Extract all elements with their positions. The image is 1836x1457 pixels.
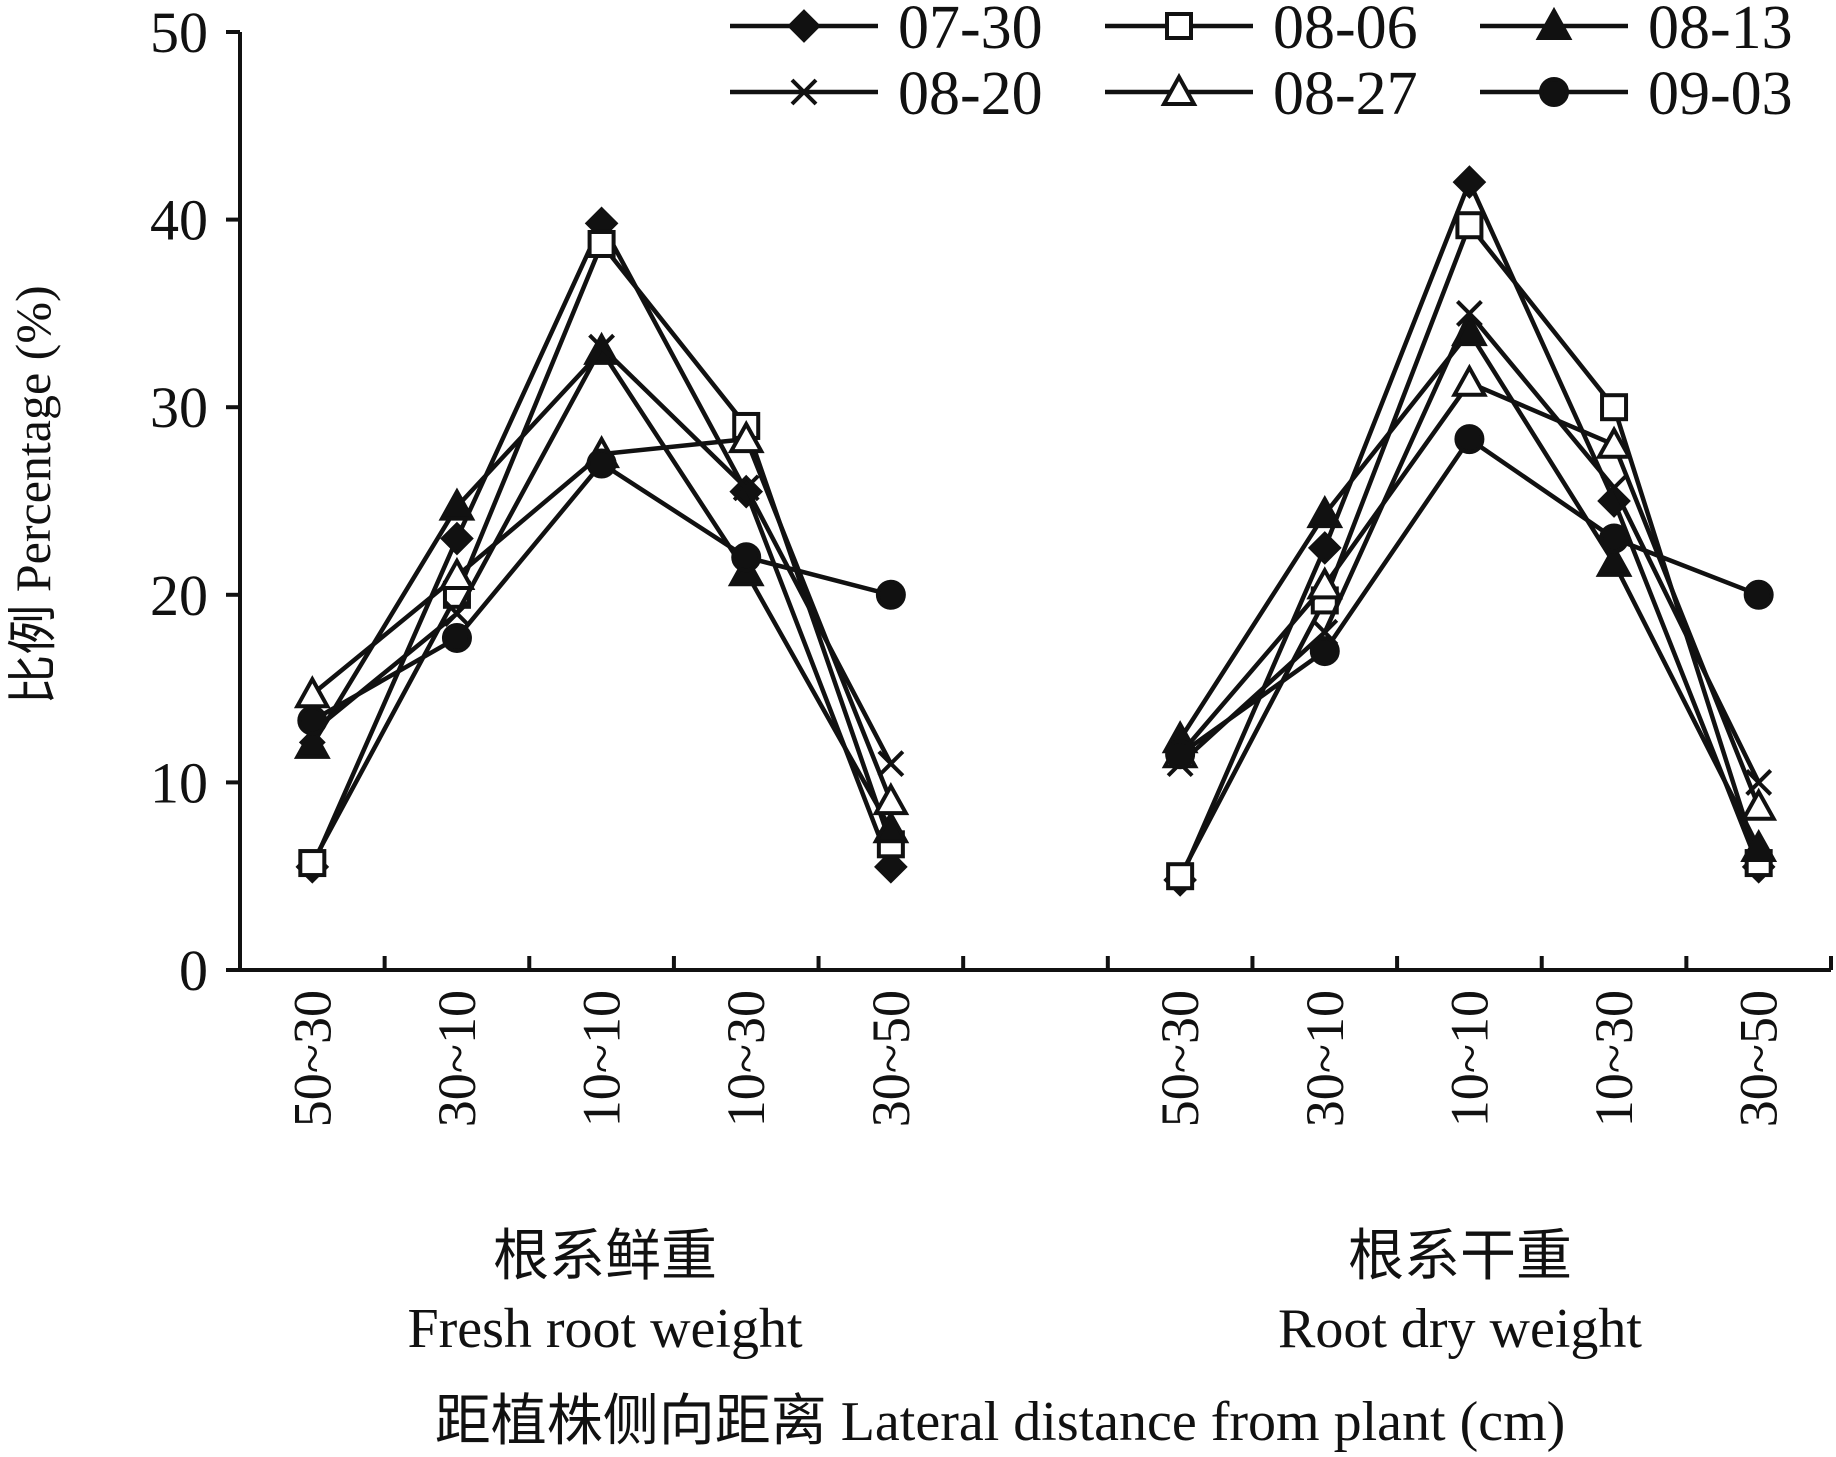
y-axis-label: 比例 Percentage (%) <box>5 285 61 704</box>
legend-label: 07-30 <box>898 0 1043 62</box>
legend-label: 08-06 <box>1273 0 1418 62</box>
legend-label: 09-03 <box>1648 60 1793 128</box>
legend-marker <box>1165 12 1193 40</box>
data-point <box>1740 787 1778 821</box>
data-point <box>1454 424 1485 455</box>
data-point <box>1306 495 1344 529</box>
data-point <box>588 333 616 361</box>
legend-item: 08-20 <box>730 60 1043 128</box>
data-point <box>1595 425 1633 459</box>
data-point <box>1595 543 1633 577</box>
x-tick-label: 30~50 <box>1729 990 1789 1127</box>
legend-marker <box>1160 72 1198 106</box>
data-point <box>875 579 906 610</box>
legend-item: 08-06 <box>1105 0 1418 62</box>
legend-label: 08-13 <box>1648 0 1793 62</box>
data-point <box>1165 739 1196 770</box>
y-tick-label: 50 <box>150 0 208 65</box>
series-line <box>310 436 893 802</box>
legend-marker <box>1539 77 1569 107</box>
data-point <box>874 849 908 884</box>
x-tick-label: 50~30 <box>1150 990 1210 1127</box>
series-08-27 <box>293 363 1778 821</box>
x-tick-label: 10~10 <box>572 990 632 1127</box>
x-tick-label: 50~30 <box>282 990 342 1127</box>
series-07-30 <box>295 165 1776 897</box>
x-axis-label: 距植株侧向距离 Lateral distance from plant (cm) <box>435 1391 1566 1453</box>
data-point <box>872 782 910 816</box>
y-tick-label: 10 <box>150 750 208 815</box>
data-point <box>1306 566 1344 600</box>
group-label-fresh-en: Fresh root weight <box>407 1298 803 1360</box>
legend-item: 08-13 <box>1480 0 1793 62</box>
y-tick-label: 30 <box>150 375 208 440</box>
data-point <box>1599 523 1630 554</box>
legend-item: 08-27 <box>1105 60 1418 128</box>
data-point <box>1455 299 1483 327</box>
axes <box>238 32 1831 972</box>
group-label-fresh-cn: 根系鲜重 <box>493 1226 717 1288</box>
data-point <box>877 750 905 778</box>
data-point <box>1307 531 1342 565</box>
series-line <box>1178 179 1761 881</box>
data-point <box>297 705 328 736</box>
y-ticks: 0 10 20 30 40 50 <box>150 0 240 1003</box>
x-tick-label: 30~10 <box>1295 990 1355 1127</box>
series-08-06 <box>298 211 1773 891</box>
y-tick-label: 0 <box>179 938 208 1003</box>
data-point <box>298 849 327 878</box>
series-09-03 <box>297 424 1774 770</box>
data-point <box>1451 363 1488 397</box>
legend-label: 08-20 <box>898 60 1043 128</box>
data-point <box>587 229 616 258</box>
data-point <box>1309 636 1340 667</box>
legend-marker <box>1535 6 1573 40</box>
data-point <box>732 474 760 502</box>
data-point <box>1166 862 1195 891</box>
data-point <box>731 542 762 573</box>
x-tick-label: 10~10 <box>1439 990 1499 1127</box>
data-point <box>440 521 474 556</box>
legend-marker <box>787 9 821 43</box>
x-tick-label: 10~30 <box>716 990 776 1127</box>
data-point <box>1452 165 1487 199</box>
data-point <box>727 419 765 454</box>
data-point <box>443 600 471 627</box>
data-point <box>1455 211 1484 240</box>
x-tick-label: 30~50 <box>861 990 921 1127</box>
data-point <box>1740 828 1778 863</box>
group-label-dry-cn: 根系干重 <box>1348 1226 1572 1288</box>
legend-label: 08-27 <box>1273 60 1418 128</box>
data-point <box>1600 474 1628 502</box>
data-point <box>586 448 617 479</box>
y-tick-label: 20 <box>150 563 208 628</box>
legend-item: 09-03 <box>1480 60 1793 128</box>
data-point <box>293 725 331 759</box>
data-point <box>441 622 472 653</box>
legend-marker <box>790 78 818 106</box>
x-tick-label: 30~10 <box>427 990 487 1127</box>
series-line <box>310 221 893 868</box>
y-tick-label: 40 <box>150 188 208 253</box>
legend-item: 07-30 <box>730 0 1043 62</box>
legend: 07-30 08-06 08-13 08-20 08-27 09-03 <box>730 0 1793 128</box>
series-layer <box>293 165 1778 897</box>
series-08-20 <box>298 299 1773 796</box>
data-point <box>1600 393 1629 422</box>
x-tick-label: 10~30 <box>1584 990 1644 1127</box>
group-label-dry-en: Root dry weight <box>1278 1298 1642 1360</box>
data-point <box>1743 579 1774 610</box>
data-point <box>438 556 476 591</box>
x-ticks: 50~30 30~10 10~10 10~30 30~50 50~30 30~10 10~10… <box>282 956 1833 1127</box>
data-point <box>438 487 476 521</box>
data-point <box>872 810 910 844</box>
